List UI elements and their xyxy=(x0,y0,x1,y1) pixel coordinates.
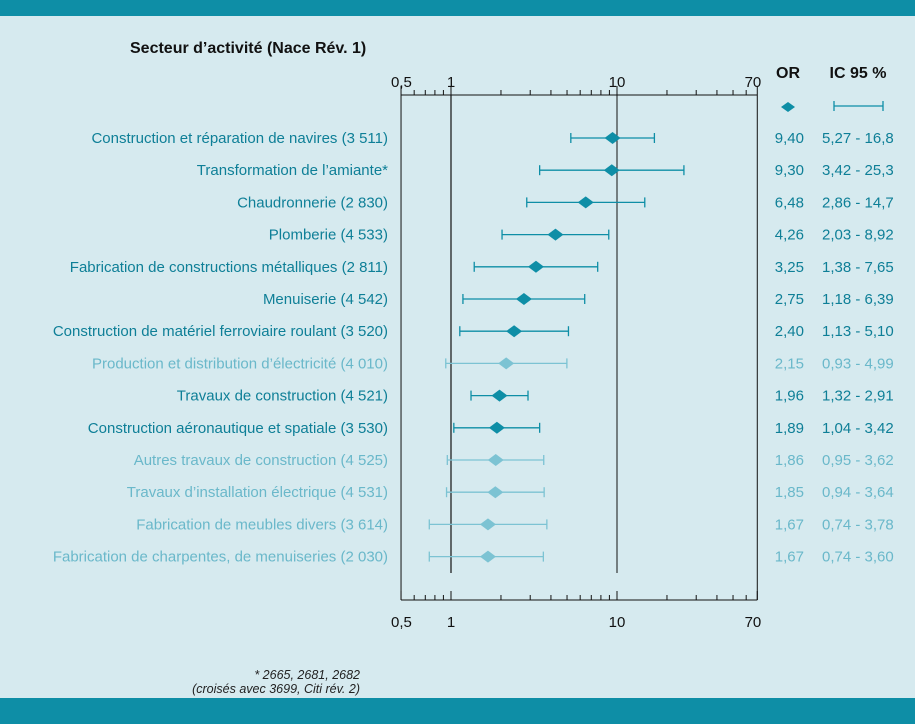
or-value: 9,40 xyxy=(775,130,804,147)
or-diamond xyxy=(506,325,523,338)
or-value: 1,67 xyxy=(775,549,804,566)
or-value: 3,25 xyxy=(775,259,804,276)
top-tick-label: 10 xyxy=(609,74,626,91)
or-legend-diamond xyxy=(781,102,795,112)
row-label: Construction de matériel ferroviaire rou… xyxy=(53,323,388,340)
ic-value: 0,95 - 3,62 xyxy=(822,452,894,469)
or-value: 2,75 xyxy=(775,291,804,308)
ic-value: 2,86 - 14,7 xyxy=(822,194,894,211)
top-band xyxy=(0,0,915,16)
or-diamond xyxy=(527,260,544,273)
ic-value: 0,94 - 3,64 xyxy=(822,484,894,501)
row-label: Construction aéronautique et spatiale (3… xyxy=(88,420,388,437)
row-label: Transformation de l’amiante* xyxy=(197,162,388,179)
ic-value: 2,03 - 8,92 xyxy=(822,227,894,244)
ic-column-header: IC 95 % xyxy=(830,65,887,82)
row-label: Production et distribution d’électricité… xyxy=(92,355,388,372)
ic-value: 1,13 - 5,10 xyxy=(822,323,894,340)
ic-value: 1,38 - 7,65 xyxy=(822,259,894,276)
or-diamond xyxy=(479,550,496,563)
or-diamond xyxy=(577,196,594,209)
ic-value: 3,42 - 25,3 xyxy=(822,162,894,179)
row-label: Fabrication de meubles divers (3 614) xyxy=(136,516,388,533)
or-diamond xyxy=(547,228,564,241)
footnote-line-2: (croisés avec 3699, Citi rév. 2) xyxy=(192,682,360,696)
row-label: Chaudronnerie (2 830) xyxy=(237,194,388,211)
bottom-tick-label: 0,5 xyxy=(391,614,412,631)
ic-value: 0,93 - 4,99 xyxy=(822,355,894,372)
row-label: Plomberie (4 533) xyxy=(269,227,388,244)
ic-value: 0,74 - 3,78 xyxy=(822,516,894,533)
or-diamond xyxy=(603,164,620,177)
or-value: 2,15 xyxy=(775,355,804,372)
row-label: Travaux d’installation électrique (4 531… xyxy=(127,484,388,501)
sector-title: Secteur d’activité (Nace Rév. 1) xyxy=(130,40,367,57)
ic-value: 1,32 - 2,91 xyxy=(822,388,894,405)
bottom-tick-label: 1 xyxy=(447,614,455,631)
bottom-tick-label: 70 xyxy=(745,614,762,631)
or-diamond xyxy=(487,454,504,466)
or-diamond xyxy=(487,486,504,499)
row-label: Travaux de construction (4 521) xyxy=(177,388,388,405)
or-value: 1,67 xyxy=(775,516,804,533)
or-diamond xyxy=(604,132,621,144)
top-tick-label: 1 xyxy=(447,74,455,91)
or-value: 9,30 xyxy=(775,162,804,179)
ic-value: 5,27 - 16,8 xyxy=(822,130,894,147)
top-tick-label: 70 xyxy=(745,74,762,91)
row-label: Menuiserie (4 542) xyxy=(263,291,388,308)
row-label: Fabrication de constructions métalliques… xyxy=(70,259,388,276)
or-diamond xyxy=(491,389,508,402)
or-value: 2,40 xyxy=(775,323,804,340)
row-label: Construction et réparation de navires (3… xyxy=(91,130,388,147)
bottom-tick-label: 10 xyxy=(609,614,626,631)
ic-value: 0,74 - 3,60 xyxy=(822,549,894,566)
or-value: 4,26 xyxy=(775,227,804,244)
or-value: 1,86 xyxy=(775,452,804,469)
ic-value: 1,18 - 6,39 xyxy=(822,291,894,308)
footnote: * 2665, 2681, 2682 (croisés avec 3699, C… xyxy=(192,668,360,696)
or-value: 1,96 xyxy=(775,388,804,405)
row-label: Autres travaux de construction (4 525) xyxy=(134,452,388,469)
row-label: Fabrication de charpentes, de menuiserie… xyxy=(53,549,388,566)
or-value: 6,48 xyxy=(775,194,804,211)
or-diamond xyxy=(498,357,515,370)
or-value: 1,85 xyxy=(775,484,804,501)
ic-value: 1,04 - 3,42 xyxy=(822,420,894,437)
footnote-line-1: * 2665, 2681, 2682 xyxy=(254,668,360,682)
or-diamond xyxy=(515,293,532,305)
or-value: 1,89 xyxy=(775,420,804,437)
or-diamond xyxy=(479,518,496,531)
or-diamond xyxy=(488,421,505,434)
or-column-header: OR xyxy=(776,65,800,82)
bottom-band xyxy=(0,698,915,724)
top-tick-label: 0,5 xyxy=(391,74,412,91)
